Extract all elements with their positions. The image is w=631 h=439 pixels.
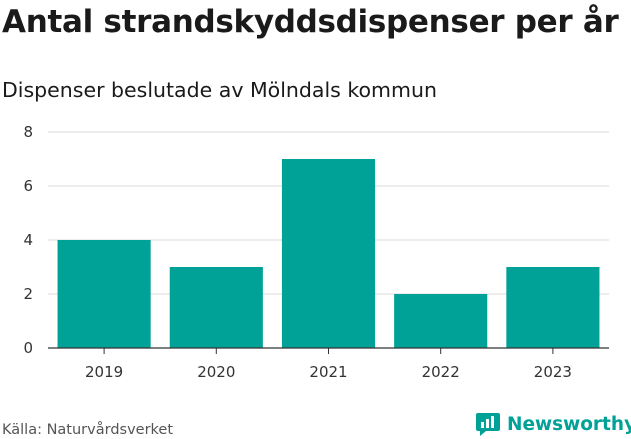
y-tick-label: 6: [23, 177, 33, 195]
x-tick-label: 2019: [85, 363, 123, 381]
brand-name: Newsworthy: [507, 413, 631, 435]
source-note: Källa: Naturvårdsverket: [2, 422, 174, 438]
bar: [169, 267, 263, 348]
label-layer: 0 2 4 6 8 2019 2020 2021 2022 2023: [23, 123, 572, 381]
y-tick-label: 4: [23, 231, 33, 249]
bar: [281, 159, 376, 348]
bar-chart: 0 2 4 6 8 2019 2020 2021 2022 2023: [23, 123, 609, 381]
x-tick-label: 2021: [309, 363, 347, 381]
x-tick-label: 2022: [422, 363, 460, 381]
brand-logo: Newsworthy: [475, 410, 631, 438]
newsworthy-logo-icon: [476, 413, 500, 436]
chart-subtitle: Dispenser beslutade av Mölndals kommun: [2, 78, 437, 102]
chart-title: Antal strandskyddsdispenser per år: [2, 4, 619, 40]
bar: [57, 240, 151, 348]
bar: [394, 294, 488, 348]
bar-layer: [57, 159, 600, 348]
y-tick-label: 2: [23, 285, 33, 303]
bar: [506, 267, 600, 348]
x-tick-label: 2020: [197, 363, 235, 381]
y-tick-label: 8: [23, 123, 33, 141]
axis-layer: [48, 347, 609, 354]
y-tick-label: 0: [23, 339, 33, 357]
x-tick-label: 2023: [534, 363, 572, 381]
